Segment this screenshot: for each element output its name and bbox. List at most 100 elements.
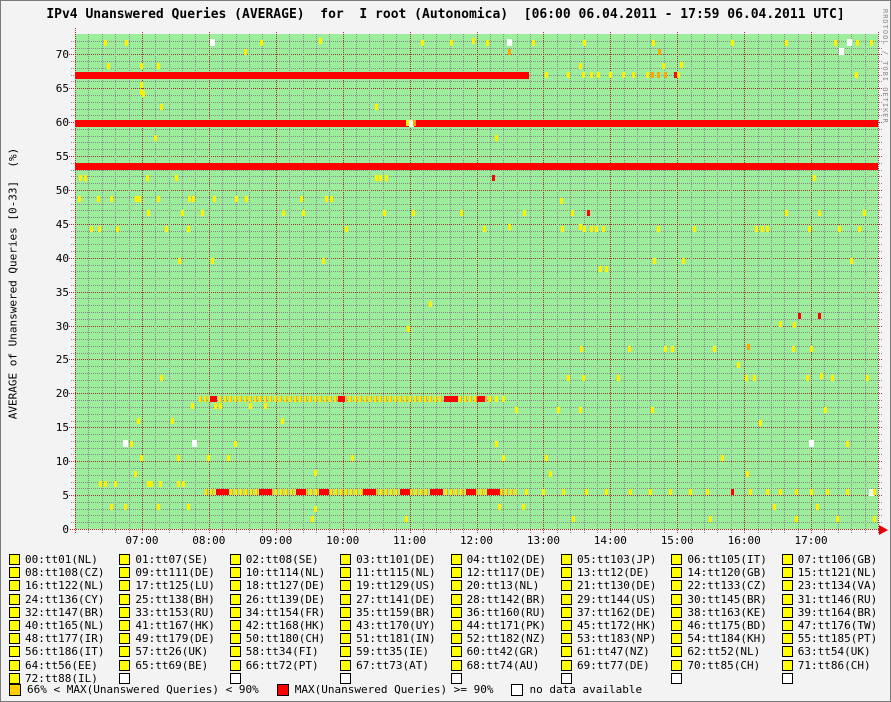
probe-checkbox[interactable] [9, 580, 20, 592]
probe-checkbox[interactable] [229, 606, 241, 618]
probe-checkbox[interactable] [340, 580, 352, 592]
probe-checkbox[interactable] [671, 659, 683, 671]
probe-checkbox[interactable] [119, 567, 131, 579]
probe-checkbox[interactable] [340, 554, 352, 566]
probe-checkbox[interactable] [781, 659, 793, 671]
probe-checkbox[interactable] [781, 554, 793, 566]
probe-label: 49:tt179(DE) [135, 632, 215, 646]
probe-checkbox[interactable] [340, 646, 352, 658]
grid-line-h-major [69, 427, 882, 429]
probe-checkbox[interactable] [229, 620, 241, 632]
probe-checkbox[interactable] [781, 633, 793, 645]
query-loss-cell [90, 226, 94, 233]
probe-checkbox[interactable] [671, 593, 683, 605]
probe-checkbox[interactable] [450, 633, 462, 645]
probe-checkbox[interactable] [229, 554, 241, 566]
probe-checkbox[interactable] [119, 606, 131, 618]
probe-label: 69:tt77(DE) [576, 658, 650, 672]
probe-checkbox[interactable] [671, 554, 683, 566]
probe-checkbox[interactable] [560, 620, 572, 632]
probe-checkbox[interactable] [560, 633, 572, 645]
probe-label: 34:tt154(FR) [245, 605, 326, 619]
probe-checkbox[interactable] [450, 606, 462, 618]
probe-checkbox[interactable] [9, 646, 20, 658]
empty-checkbox[interactable] [671, 672, 683, 684]
critical-segment [444, 395, 458, 402]
legend-item: 05:tt103(JP) [559, 553, 669, 566]
probe-checkbox[interactable] [560, 606, 572, 618]
probe-checkbox[interactable] [450, 646, 462, 658]
probe-checkbox[interactable] [9, 672, 20, 684]
critical-segment [215, 489, 229, 496]
probe-checkbox[interactable] [119, 633, 131, 645]
probe-checkbox[interactable] [340, 567, 352, 579]
probe-checkbox[interactable] [119, 646, 131, 658]
empty-checkbox[interactable] [450, 672, 462, 684]
probe-checkbox[interactable] [671, 567, 683, 579]
probe-checkbox[interactable] [781, 567, 793, 579]
probe-checkbox[interactable] [9, 606, 20, 618]
probe-checkbox[interactable] [671, 580, 683, 592]
probe-checkbox[interactable] [450, 567, 462, 579]
probe-checkbox[interactable] [781, 580, 793, 592]
probe-checkbox[interactable] [560, 567, 572, 579]
probe-checkbox[interactable] [9, 567, 20, 579]
query-loss-cell [187, 504, 191, 511]
probe-checkbox[interactable] [119, 580, 131, 592]
probe-checkbox[interactable] [229, 646, 241, 658]
probe-checkbox[interactable] [560, 593, 572, 605]
probe-checkbox[interactable] [229, 633, 241, 645]
empty-checkbox[interactable] [229, 672, 241, 684]
probe-checkbox[interactable] [450, 593, 462, 605]
probe-checkbox[interactable] [450, 554, 462, 566]
probe-checkbox[interactable] [560, 580, 572, 592]
critical-row-bar [75, 163, 878, 171]
probe-checkbox[interactable] [119, 620, 131, 632]
probe-checkbox[interactable] [671, 606, 683, 618]
query-loss-cell [186, 226, 190, 233]
probe-label: 68:tt74(AU) [466, 658, 540, 672]
empty-checkbox[interactable] [119, 672, 131, 684]
probe-checkbox[interactable] [9, 554, 20, 566]
probe-checkbox[interactable] [560, 554, 572, 566]
probe-checkbox[interactable] [9, 620, 20, 632]
probe-checkbox[interactable] [671, 633, 683, 645]
probe-checkbox[interactable] [560, 659, 572, 671]
probe-checkbox[interactable] [781, 646, 793, 658]
x-axis-line [70, 529, 883, 530]
probe-checkbox[interactable] [781, 620, 793, 632]
probe-checkbox[interactable] [450, 659, 462, 671]
grid-line-v-minor [623, 34, 625, 533]
query-loss-cell [84, 174, 88, 181]
query-loss-cell [689, 489, 693, 496]
probe-checkbox[interactable] [9, 593, 20, 605]
probe-checkbox[interactable] [229, 580, 241, 592]
probe-checkbox[interactable] [450, 580, 462, 592]
probe-checkbox[interactable] [229, 593, 241, 605]
probe-checkbox[interactable] [119, 593, 131, 605]
probe-checkbox[interactable] [119, 659, 131, 671]
empty-checkbox[interactable] [340, 672, 352, 684]
probe-checkbox[interactable] [671, 620, 683, 632]
query-loss-cell [219, 402, 223, 409]
probe-checkbox[interactable] [340, 606, 352, 618]
probe-checkbox[interactable] [9, 633, 20, 645]
probe-checkbox[interactable] [340, 593, 352, 605]
probe-checkbox[interactable] [119, 554, 131, 566]
empty-checkbox[interactable] [781, 672, 793, 684]
empty-checkbox[interactable] [560, 672, 572, 684]
probe-checkbox[interactable] [450, 620, 462, 632]
query-loss-cell [846, 489, 850, 496]
probe-checkbox[interactable] [340, 633, 352, 645]
probe-checkbox[interactable] [340, 620, 352, 632]
probe-checkbox[interactable] [560, 646, 572, 658]
probe-label: 57:tt26(UK) [135, 645, 209, 659]
probe-checkbox[interactable] [229, 567, 241, 579]
probe-checkbox[interactable] [671, 646, 683, 658]
legend-item: 16:tt122(NL) [7, 579, 117, 592]
probe-checkbox[interactable] [9, 659, 20, 671]
probe-checkbox[interactable] [229, 659, 241, 671]
probe-checkbox[interactable] [781, 606, 793, 618]
probe-checkbox[interactable] [781, 593, 793, 605]
probe-checkbox[interactable] [340, 659, 352, 671]
